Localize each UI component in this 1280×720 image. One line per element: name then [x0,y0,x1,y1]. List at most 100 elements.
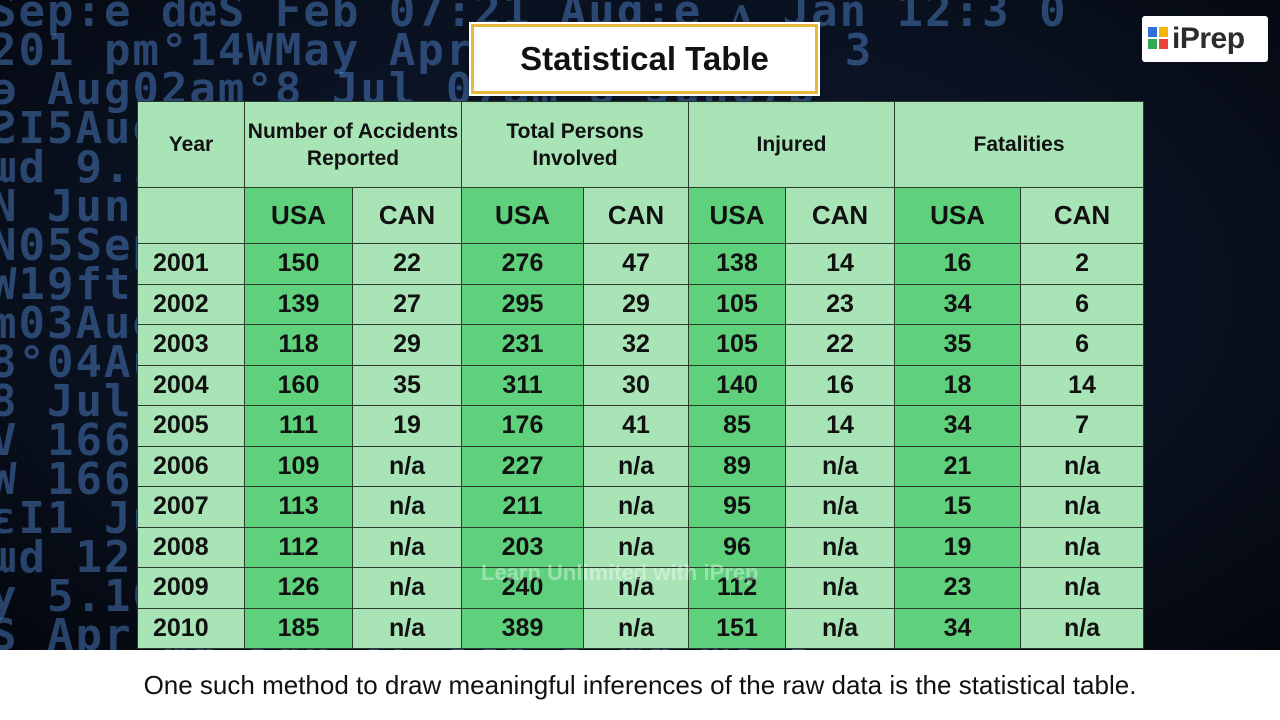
usa-value-cell: 118 [244,324,353,366]
usa-value-cell: 35 [894,324,1022,366]
year-cell: 2010 [137,607,245,649]
can-value-cell: n/a [784,607,896,649]
usa-value-cell: 15 [894,486,1022,528]
table-row: 2008 112 n/a 203 n/a 96 n/a 19 n/a [137,526,1145,568]
usa-value-cell: 105 [688,324,786,366]
can-value-cell: 47 [583,243,689,285]
persons-involved-header: Total Persons Involved [461,101,689,188]
iprep-logo-icon [1148,27,1170,51]
usa-value-cell: 311 [461,364,584,406]
table-header-row: Year Number of Accidents Reported Total … [137,101,1145,188]
can-value-cell: n/a [583,567,689,609]
page-title: Statistical Table [520,40,769,77]
usa-value-cell: 19 [894,526,1022,568]
logo-text: iPrep [1172,22,1245,55]
accidents-header: Number of Accidents Reported [244,101,462,188]
fatalities-header: Fatalities [894,101,1145,188]
can-value-cell: 6 [1020,324,1145,366]
usa-value-cell: 185 [244,607,353,649]
usa-value-cell: 139 [244,283,353,325]
year-cell: 2006 [137,445,245,487]
can-value-cell: n/a [583,526,689,568]
can-value-cell: 14 [784,243,896,285]
subheader-can: CAN [583,187,689,244]
year-cell: 2007 [137,486,245,528]
usa-value-cell: 111 [244,405,353,447]
logo-square [1159,27,1168,37]
can-value-cell: n/a [583,607,689,649]
can-value-cell: n/a [1020,607,1145,649]
can-value-cell: 19 [352,405,462,447]
can-value-cell: n/a [1020,445,1145,487]
can-value-cell: 29 [583,283,689,325]
usa-value-cell: 160 [244,364,353,406]
title-banner: Statistical Table [471,24,818,94]
watermark: Learn Unlimited with iPrep [481,560,759,585]
usa-value-cell: 21 [894,445,1022,487]
table-row: 2001 150 22 276 47 138 14 16 2 [137,243,1145,285]
subheader-usa: USA [461,187,584,244]
usa-value-cell: 96 [688,526,786,568]
table-row: 2006 109 n/a 227 n/a 89 n/a 21 n/a [137,445,1145,487]
can-value-cell: 14 [1020,364,1145,406]
year-header: Year [137,101,245,188]
usa-value-cell: 34 [894,607,1022,649]
can-value-cell: 35 [352,364,462,406]
usa-value-cell: 113 [244,486,353,528]
usa-value-cell: 389 [461,607,584,649]
usa-value-cell: 176 [461,405,584,447]
logo-square [1159,39,1168,49]
injured-header: Injured [687,101,896,188]
usa-value-cell: 276 [461,243,584,285]
usa-value-cell: 95 [688,486,786,528]
usa-value-cell: 109 [244,445,353,487]
usa-value-cell: 23 [894,567,1022,609]
table-row: 2004 160 35 311 30 140 16 18 14 [137,364,1145,406]
can-value-cell: n/a [352,486,462,528]
usa-value-cell: 126 [244,567,353,609]
can-value-cell: n/a [1020,526,1145,568]
can-value-cell: n/a [784,526,896,568]
can-value-cell: 29 [352,324,462,366]
caption-bar: One such method to draw meaningful infer… [0,650,1280,720]
usa-value-cell: 16 [894,243,1022,285]
subheader-can: CAN [352,187,462,244]
can-value-cell: n/a [784,445,896,487]
empty-header-cell [137,187,245,244]
can-value-cell: 22 [352,243,462,285]
usa-value-cell: 150 [244,243,353,285]
table-row: 2002 139 27 295 29 105 23 34 6 [137,283,1145,325]
usa-value-cell: 240 [461,567,584,609]
year-cell: 2004 [137,364,245,406]
can-value-cell: n/a [583,486,689,528]
year-cell: 2002 [137,283,245,325]
can-value-cell: n/a [352,445,462,487]
can-value-cell: 27 [352,283,462,325]
year-cell: 2008 [137,526,245,568]
year-cell: 2003 [137,324,245,366]
can-value-cell: 32 [583,324,689,366]
year-cell: 2009 [137,567,245,609]
subheader-can: CAN [1020,187,1145,244]
usa-value-cell: 18 [894,364,1022,406]
can-value-cell: 22 [784,324,896,366]
usa-value-cell: 89 [688,445,786,487]
can-value-cell: 7 [1020,405,1145,447]
usa-value-cell: 227 [461,445,584,487]
table-row: 2007 113 n/a 211 n/a 95 n/a 15 n/a [137,486,1145,528]
can-value-cell: 2 [1020,243,1145,285]
usa-value-cell: 211 [461,486,584,528]
usa-value-cell: 34 [894,405,1022,447]
usa-value-cell: 231 [461,324,584,366]
usa-value-cell: 140 [688,364,786,406]
table-row: 2003 118 29 231 32 105 22 35 6 [137,324,1145,366]
table-subheader-row: USA CAN USA CAN USA CAN USA CAN [137,187,1145,244]
table-row: 2005 111 19 176 41 85 14 34 7 [137,405,1145,447]
subheader-usa: USA [688,187,786,244]
can-value-cell: 14 [784,405,896,447]
table-row: 2009 126 n/a 240 n/a 112 n/a 23 n/a [137,567,1145,609]
can-value-cell: n/a [784,486,896,528]
year-cell: 2005 [137,405,245,447]
usa-value-cell: 151 [688,607,786,649]
can-value-cell: 30 [583,364,689,406]
